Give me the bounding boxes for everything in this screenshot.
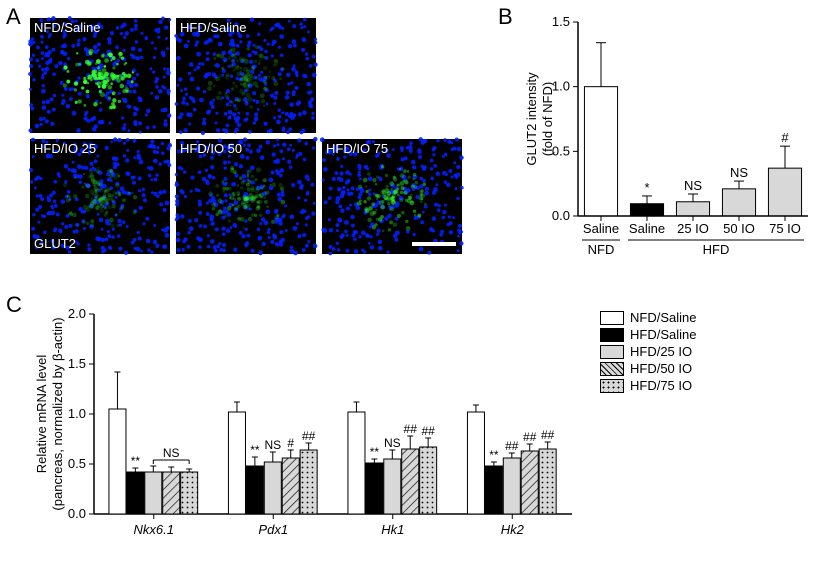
svg-text:50 IO: 50 IO [723, 221, 755, 236]
svg-text:(pancreas, normalized by β-act: (pancreas, normalized by β-actin) [50, 317, 65, 510]
svg-text:0.0: 0.0 [552, 208, 570, 223]
panel-c-grouped-barchart: 0.0 0.5 1.0 1.5 2.0 Relative mRNA level(pancr… [30, 300, 580, 550]
svg-text:Hk2: Hk2 [501, 522, 525, 537]
svg-text:##: ## [404, 422, 418, 436]
svg-text:1.0: 1.0 [68, 406, 86, 421]
svg-text:(fold of NFD): (fold of NFD) [540, 82, 555, 156]
svg-text:##: ## [541, 428, 555, 442]
panel-c-legend: NFD/Saline HFD/Saline HFD/25 IO HFD/50 IO HF… [600, 310, 696, 395]
svg-text:#: # [781, 130, 789, 145]
legend-item: NFD/Saline [600, 310, 696, 325]
svg-text:75 IO: 75 IO [769, 221, 801, 236]
svg-text:GLUT2 intensity: GLUT2 intensity [524, 72, 539, 166]
svg-text:0.0: 0.0 [68, 506, 86, 521]
svg-text:1.5: 1.5 [552, 14, 570, 29]
svg-text:HFD/IO 25: HFD/IO 25 [34, 141, 96, 156]
svg-text:*: * [644, 180, 649, 195]
svg-text:NS: NS [384, 436, 401, 450]
svg-text:**: ** [131, 454, 141, 468]
svg-text:NS: NS [163, 446, 180, 460]
svg-text:**: ** [370, 445, 380, 459]
svg-text:Pdx1: Pdx1 [258, 522, 288, 537]
svg-text:Saline: Saline [629, 221, 665, 236]
legend-item: HFD/75 IO [600, 378, 696, 393]
panel-a-micrographs: NFD/Saline HFD/Saline HFD/IO 25 GLUT2 HFD/IO… [0, 0, 472, 264]
svg-text:##: ## [505, 439, 519, 453]
svg-text:HFD/IO 75: HFD/IO 75 [326, 141, 388, 156]
svg-text:Saline: Saline [583, 221, 619, 236]
svg-text:HFD/IO 50: HFD/IO 50 [180, 141, 242, 156]
svg-text:0.5: 0.5 [68, 456, 86, 471]
legend-item: HFD/50 IO [600, 361, 696, 376]
svg-text:##: ## [421, 424, 435, 438]
panel-label-b: B [498, 4, 513, 30]
svg-text:2.0: 2.0 [68, 306, 86, 321]
svg-text:NS: NS [684, 178, 702, 193]
svg-text:**: ** [489, 448, 499, 462]
panel-label-c: C [6, 292, 22, 318]
svg-text:HFD: HFD [703, 242, 730, 257]
svg-text:HFD/Saline: HFD/Saline [180, 20, 246, 35]
svg-text:NFD/Saline: NFD/Saline [34, 20, 100, 35]
svg-text:##: ## [523, 430, 537, 444]
legend-item: HFD/Saline [600, 327, 696, 342]
panel-b-barchart: 0.00.51.01.5GLUT2 intensity(fold of NFD)… [518, 8, 818, 266]
svg-text:Relative mRNA level: Relative mRNA level [34, 355, 49, 474]
legend-item: HFD/25 IO [600, 344, 696, 359]
svg-text:NS: NS [264, 438, 281, 452]
svg-text:**: ** [250, 443, 260, 457]
svg-text:Hk1: Hk1 [381, 522, 404, 537]
svg-text:NS: NS [730, 165, 748, 180]
svg-text:Nkx6.1: Nkx6.1 [134, 522, 174, 537]
svg-text:1.5: 1.5 [68, 356, 86, 371]
svg-text:25 IO: 25 IO [677, 221, 709, 236]
svg-text:GLUT2: GLUT2 [34, 236, 76, 251]
svg-text:#: # [287, 436, 294, 450]
svg-text:##: ## [302, 429, 316, 443]
svg-text:NFD: NFD [588, 242, 615, 257]
